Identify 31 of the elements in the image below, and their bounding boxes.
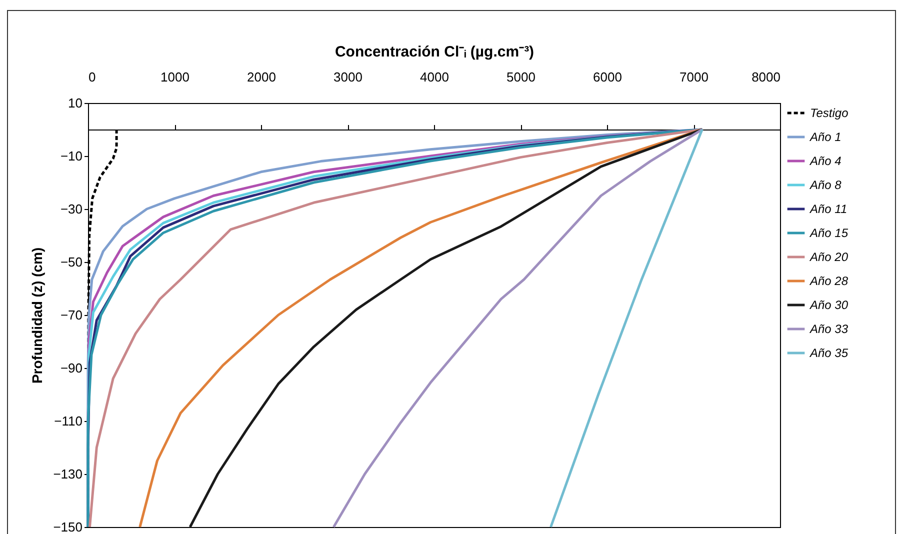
- legend-label: Año 8: [809, 178, 842, 192]
- y-tick-label: 10: [68, 96, 82, 110]
- y-tick-label: −110: [54, 414, 82, 428]
- legend-label: Año 33: [809, 322, 848, 336]
- legend-label: Año 15: [809, 226, 848, 240]
- y-axis-title: Profundidad (z) (cm): [29, 247, 46, 384]
- x-tick-label: 3000: [334, 70, 362, 84]
- legend-label: Año 11: [809, 202, 848, 216]
- x-tick-label: 6000: [593, 70, 622, 84]
- x-tick-label: 1000: [160, 70, 190, 84]
- x-tick-label: 4000: [420, 70, 449, 84]
- y-tick-label: −90: [60, 360, 82, 376]
- x-tick-label: 0: [88, 70, 96, 84]
- x-tick-label: 5000: [506, 70, 536, 84]
- x-tick-label: 8000: [752, 70, 780, 84]
- legend-label: Año 4: [809, 154, 842, 168]
- legend-label: Año 30: [809, 298, 848, 312]
- legend-label: Testigo: [810, 106, 849, 120]
- y-tick-label: −70: [60, 308, 82, 322]
- legend-label: Año 20: [809, 250, 848, 264]
- y-tick-label: −50: [60, 254, 82, 270]
- legend-label: Año 28: [809, 274, 848, 288]
- y-tick-label: −130: [53, 466, 82, 482]
- legend-label: Año 35: [809, 346, 848, 360]
- x-axis-title: Concentración Cl⁻ᵢ (µg.cm⁻³): [334, 44, 534, 60]
- x-tick-label: 2000: [247, 70, 276, 84]
- y-tick-label: −150: [53, 520, 82, 534]
- x-tick-label: 7000: [680, 70, 708, 84]
- legend-label: Año 1: [809, 130, 842, 144]
- y-tick-label: −10: [60, 148, 82, 164]
- y-tick-label: −30: [60, 202, 82, 216]
